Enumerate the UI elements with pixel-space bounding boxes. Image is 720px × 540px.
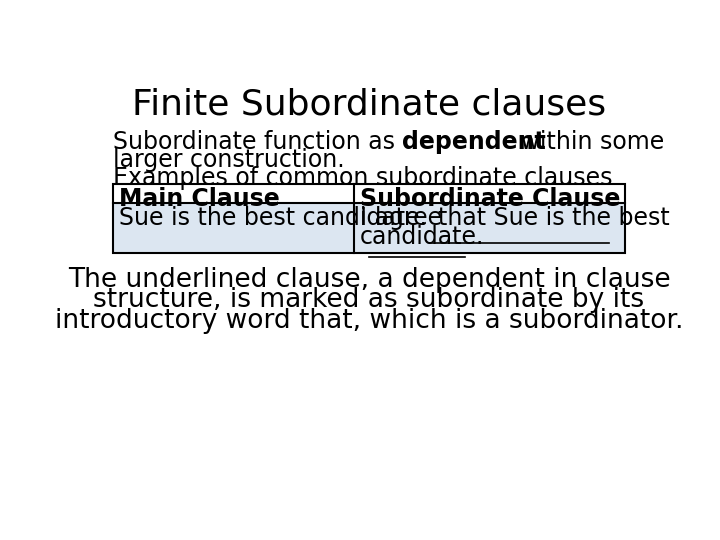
Text: candidate.: candidate. (360, 225, 484, 249)
Text: Main Clause: Main Clause (120, 187, 280, 211)
Bar (113, 184, 625, 253)
Text: Sue is the best candidate.: Sue is the best candidate. (120, 206, 428, 231)
Text: Examples of common subordinate clauses: Examples of common subordinate clauses (113, 166, 613, 191)
Text: Finite Subordinate clauses: Finite Subordinate clauses (132, 88, 606, 122)
Text: that Sue is the best: that Sue is the best (438, 206, 670, 231)
Text: dependent: dependent (402, 130, 546, 154)
Text: introductory word that, which is a subordinator.: introductory word that, which is a subor… (55, 308, 683, 334)
Text: I agree: I agree (360, 206, 449, 231)
Text: The underlined clause, a dependent in clause: The underlined clause, a dependent in cl… (68, 267, 670, 293)
Text: Subordinate function as: Subordinate function as (113, 130, 402, 154)
Text: structure, is marked as subordinate by its: structure, is marked as subordinate by i… (94, 287, 644, 313)
Text: within some: within some (513, 130, 665, 154)
Bar (113, 204, 625, 253)
Bar (113, 184, 625, 204)
Text: larger construction.: larger construction. (113, 148, 345, 172)
Text: Subordinate Clause: Subordinate Clause (360, 187, 620, 211)
